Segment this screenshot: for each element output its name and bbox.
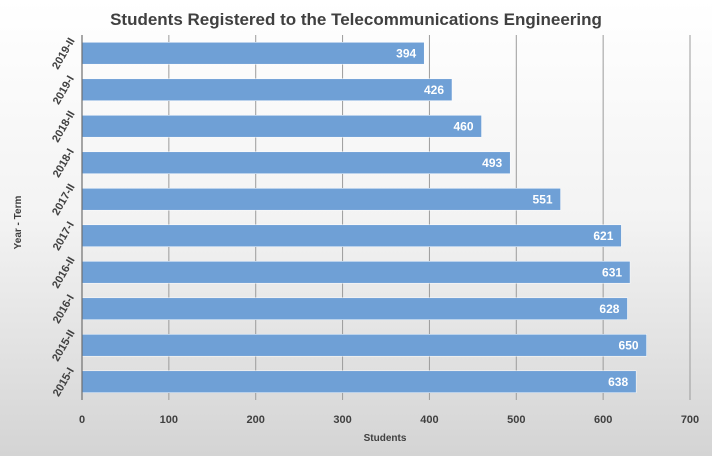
x-axis-title: Students: [364, 433, 407, 444]
x-tick-label: 200: [247, 414, 265, 426]
y-tick-label: 2017-II: [50, 182, 78, 218]
bar-value-label: 460: [454, 119, 474, 133]
y-tick-label: 2016-II: [50, 255, 78, 291]
bar: [81, 261, 631, 284]
x-tick-label: 0: [79, 414, 85, 426]
x-tick-label: 400: [420, 414, 438, 426]
y-tick-label: 2017-I: [51, 220, 77, 253]
bar-value-label: 394: [396, 46, 416, 60]
bar-value-label: 650: [619, 338, 639, 352]
bars: [81, 42, 647, 393]
bar: [81, 115, 482, 138]
y-axis-title: Year - Term: [13, 196, 24, 250]
x-tick-label: 300: [333, 414, 351, 426]
bar: [81, 297, 628, 320]
y-tick-label: 2015-I: [51, 366, 77, 399]
bar: [81, 370, 637, 393]
bar-value-label: 638: [608, 375, 628, 389]
bar-value-label: 551: [533, 192, 553, 206]
bar: [81, 224, 622, 247]
bar: [81, 78, 453, 101]
bar: [81, 188, 561, 211]
y-tick-label: 2018-I: [51, 147, 77, 180]
bar-value-label: 621: [593, 229, 613, 243]
y-tick-label: 2016-I: [51, 293, 77, 326]
bar: [81, 334, 647, 357]
bar: [81, 42, 425, 65]
bar-value-label: 493: [482, 156, 502, 170]
y-tick-label: 2019-I: [51, 74, 77, 107]
x-tick-label: 500: [507, 414, 525, 426]
bar-value-label: 426: [424, 83, 444, 97]
x-tick-label: 700: [681, 414, 699, 426]
y-tick-label: 2015-II: [50, 328, 78, 364]
x-tick-label: 600: [594, 414, 612, 426]
y-tick-label: 2019-II: [50, 36, 78, 72]
bar: [81, 151, 511, 174]
y-tick-label: 2018-II: [50, 109, 78, 145]
chart-title: Students Registered to the Telecommunica…: [110, 10, 602, 29]
x-tick-label: 100: [160, 414, 178, 426]
bar-value-label: 631: [602, 265, 622, 279]
bar-value-label: 628: [599, 302, 619, 316]
